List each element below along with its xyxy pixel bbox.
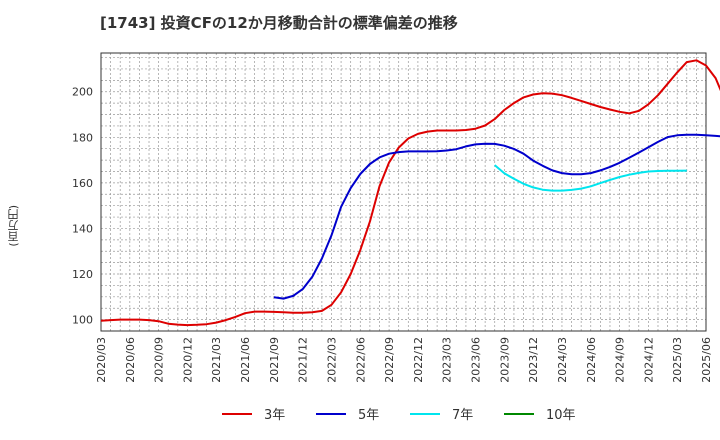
x-tick-label: 2025/06 xyxy=(700,337,713,383)
y-tick-label: 200 xyxy=(72,86,93,99)
y-tick-label: 180 xyxy=(72,131,93,144)
series-lines xyxy=(100,59,720,327)
x-tick-label: 2020/09 xyxy=(153,337,166,383)
x-tick-label: 2022/03 xyxy=(325,337,338,383)
x-tick-label: 2022/06 xyxy=(354,337,367,383)
y-tick-label: 120 xyxy=(72,268,93,281)
legend: 3年 5年 7年 10年 xyxy=(222,408,576,423)
x-tick-label: 2021/12 xyxy=(297,337,310,383)
x-tick-label: 2020/12 xyxy=(181,337,194,383)
x-tick-label: 2022/12 xyxy=(412,337,425,383)
y-axis-ticks: 100 120 140 160 180 200 xyxy=(72,86,93,327)
grid-lines xyxy=(101,53,706,332)
legend-label: 7年 xyxy=(452,408,473,423)
series-line xyxy=(273,133,720,300)
x-tick-label: 2025/03 xyxy=(671,337,684,383)
x-tick-label: 2023/03 xyxy=(441,337,454,383)
x-tick-label: 2021/06 xyxy=(239,337,252,383)
plot-area-border xyxy=(100,52,707,332)
series-line xyxy=(494,164,687,192)
x-tick-label: 2022/09 xyxy=(383,337,396,383)
x-tick-label: 2021/03 xyxy=(210,337,223,383)
y-tick-label: 140 xyxy=(72,222,93,235)
legend-label: 5年 xyxy=(358,408,379,423)
x-tick-label: 2020/03 xyxy=(95,337,108,383)
x-tick-label: 2020/06 xyxy=(124,337,137,383)
y-tick-label: 160 xyxy=(72,177,93,190)
series-line xyxy=(100,59,720,327)
chart-title: [1743] 投資CFの12か月移動合計の標準偏差の推移 xyxy=(100,14,458,32)
x-tick-label: 2024/03 xyxy=(556,337,569,383)
x-tick-label: 2023/06 xyxy=(470,337,483,383)
x-tick-label: 2023/09 xyxy=(498,337,511,383)
x-tick-label: 2024/09 xyxy=(614,337,627,383)
x-tick-label: 2024/06 xyxy=(585,337,598,383)
y-tick-label: 100 xyxy=(72,314,93,327)
x-axis-ticks: 2020/03 2020/06 2020/09 2020/12 2021/03 2021/… xyxy=(95,337,713,383)
x-tick-label: 2024/12 xyxy=(642,337,655,383)
legend-label: 10年 xyxy=(546,408,576,423)
x-tick-label: 2023/12 xyxy=(527,337,540,383)
legend-label: 3年 xyxy=(264,408,285,423)
x-tick-label: 2021/09 xyxy=(268,337,281,383)
